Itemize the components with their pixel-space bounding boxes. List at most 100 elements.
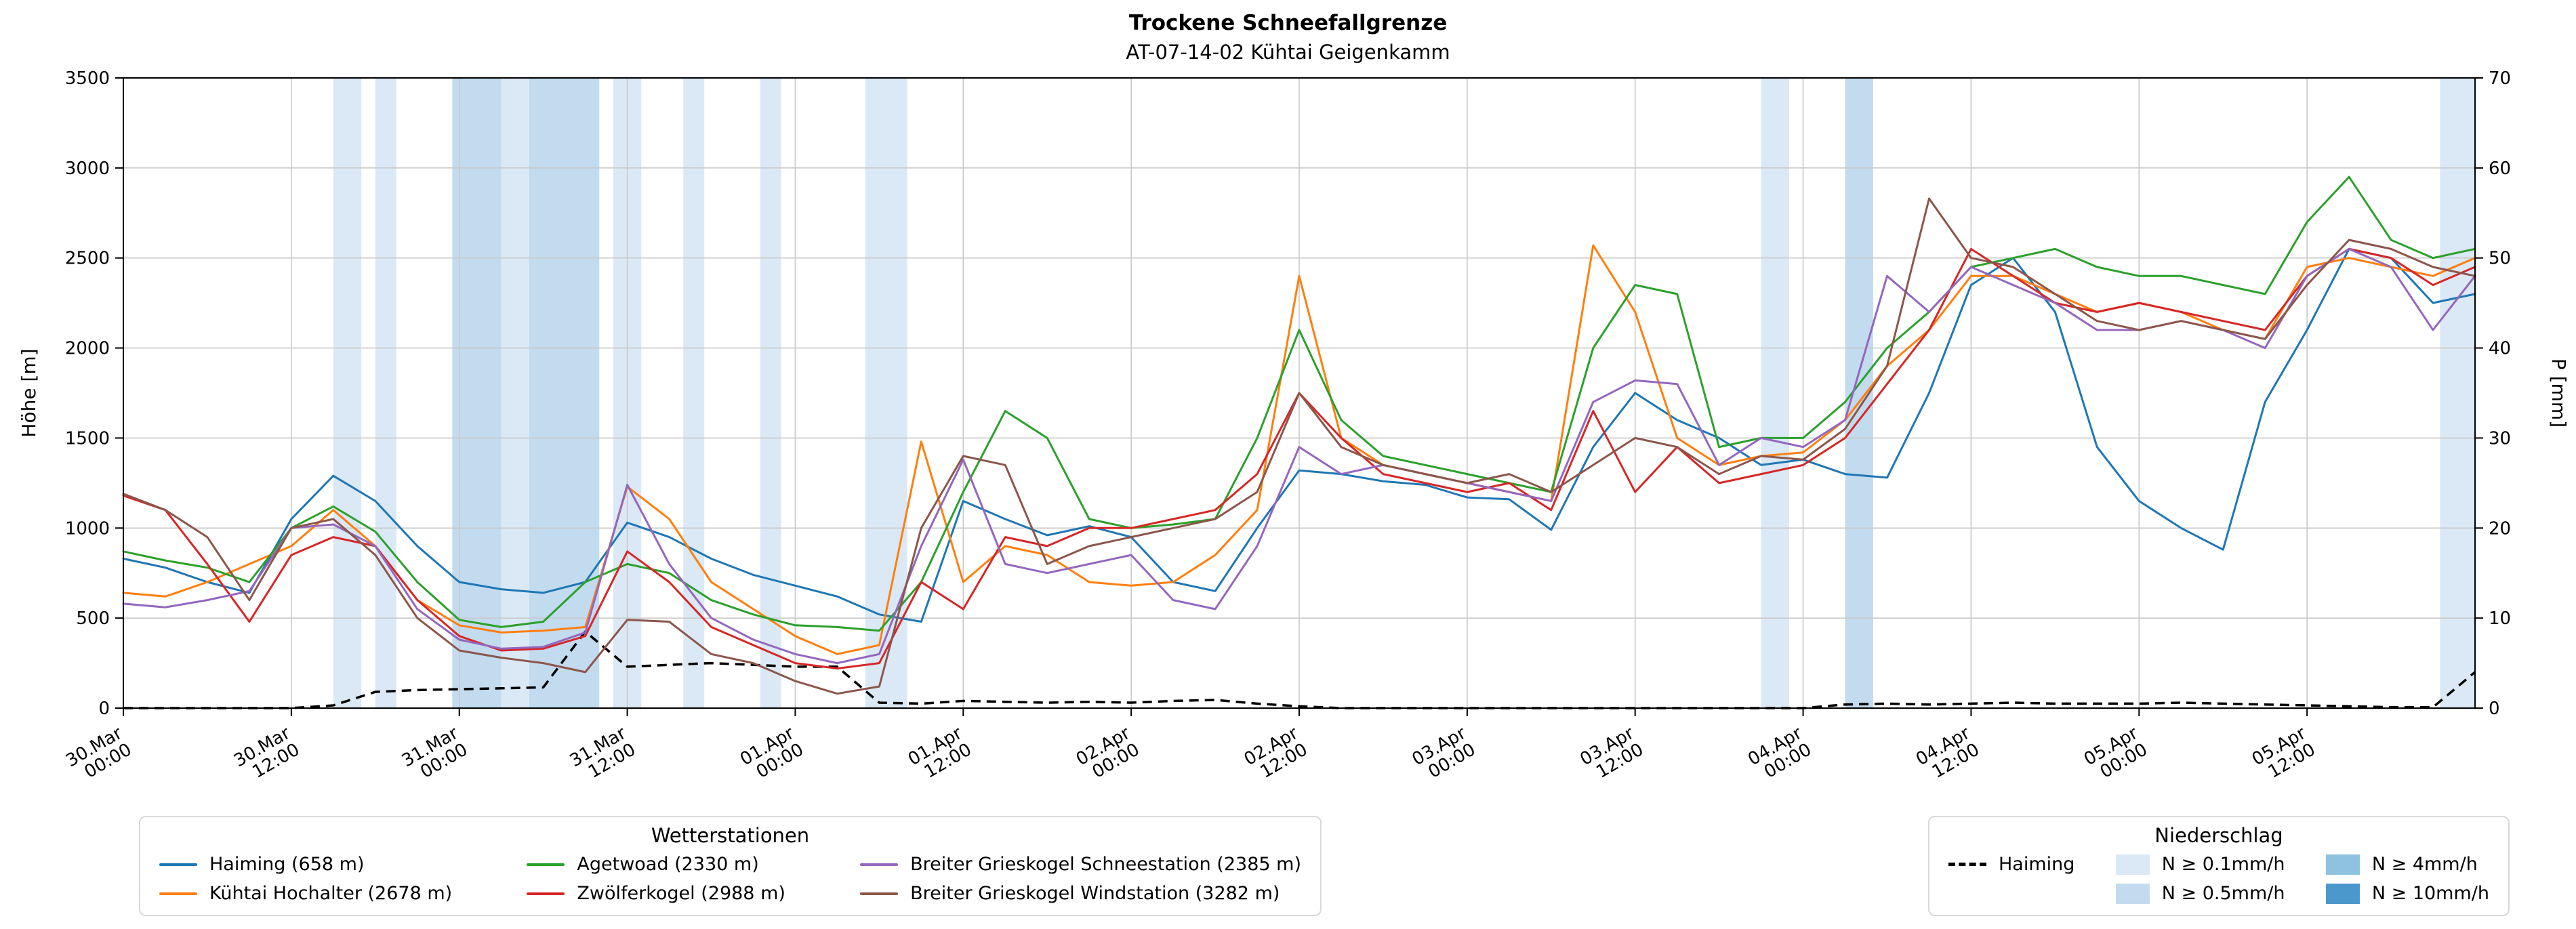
svg-text:05.Apr12:00: 05.Apr12:00 [2249, 723, 2319, 787]
legend-item-label: Breiter Grieskogel Schneestation (2385 m… [910, 854, 1301, 875]
legend-item-label: N ≥ 4mm/h [2371, 854, 2478, 875]
chart-subtitle: AT-07-14-02 Kühtai Geigenkamm [1126, 41, 1450, 64]
x-tick-label: 30.Mar00:00 [62, 723, 136, 788]
precip-line-haiming [123, 630, 2476, 709]
series-line-kuehtai-hochalter [122, 244, 2476, 655]
series-line-agetwoad [122, 176, 2476, 632]
series-line-haiming [122, 247, 2476, 623]
x-tick-label: 01.Apr12:00 [905, 723, 975, 787]
svg-text:30.Mar12:00: 30.Mar12:00 [230, 723, 304, 788]
x-tick-label: 05.Apr12:00 [2249, 723, 2319, 787]
x-tick-label: 05.Apr00:00 [2081, 723, 2151, 787]
legend-niederschlag-title: Niederschlag [2154, 824, 2283, 847]
y-tick-label-left: 3000 [65, 159, 110, 179]
svg-text:04.Apr00:00: 04.Apr00:00 [1744, 723, 1815, 787]
x-tick-label: 02.Apr00:00 [1073, 723, 1143, 787]
chart-plot: 0 500 1000 1500 2000 2500 3000 3500 0 10 20 30 40 50 6… [18, 68, 2570, 788]
legend-item-label: Zwölferkogel (2988 m) [577, 883, 785, 904]
svg-text:31.Mar00:00: 31.Mar00:00 [398, 723, 472, 788]
line-swatch-icon [527, 863, 565, 866]
y-tick-label-left: 1500 [65, 428, 110, 449]
precip-band [760, 78, 781, 708]
chart-title: Trockene Schneefallgrenze [1128, 11, 1448, 35]
svg-text:01.Apr12:00: 01.Apr12:00 [905, 723, 975, 787]
y-tick-label-right: 10 [2489, 608, 2511, 629]
patch-swatch-icon [2115, 854, 2150, 875]
precip-band [1761, 78, 1789, 708]
legend-item-label: N ≥ 0.1mm/h [2161, 854, 2285, 875]
precip-band [375, 78, 396, 708]
line-swatch-icon [860, 892, 899, 895]
x-tick-label: 30.Mar12:00 [230, 723, 304, 788]
precip-band [333, 78, 362, 708]
line-swatch-icon [527, 892, 565, 895]
x-tick-label: 02.Apr12:00 [1241, 723, 1311, 787]
svg-text:03.Apr12:00: 03.Apr12:00 [1576, 723, 1647, 787]
y-tick-label-left: 1000 [65, 518, 110, 539]
legend-item-station: Kühtai Hochalter (2678 m) [159, 883, 452, 904]
x-tick-label: 01.Apr00:00 [737, 723, 807, 787]
y-tick-label-right: 20 [2489, 518, 2511, 539]
legend-item-precip-level: N ≥ 0.1mm/h [2115, 854, 2285, 875]
precip-band [683, 78, 705, 708]
legend-item-station: Haiming (658 m) [159, 854, 452, 875]
y-tick-label-right: 50 [2489, 249, 2511, 269]
x-tick-label: 03.Apr00:00 [1409, 723, 1479, 787]
legend-item-station: Zwölferkogel (2988 m) [527, 883, 785, 904]
legend-spacer [1948, 883, 2074, 904]
patch-swatch-icon [2325, 883, 2360, 904]
legend-item-label: Haiming [1999, 854, 2075, 875]
x-tick-label: 31.Mar12:00 [567, 723, 640, 788]
legend-item-label: N ≥ 10mm/h [2371, 883, 2489, 904]
dashed-line-swatch-icon [1948, 863, 1986, 866]
legend-niederschlag: Niederschlag Haiming N ≥ 0.1mm/h N ≥ 0.5mm… [1928, 816, 2510, 916]
legend-wetterstationen-items: Haiming (658 m) Kühtai Hochalter (2678 m)… [159, 854, 1301, 904]
y-tick-label-left: 500 [76, 608, 110, 629]
line-swatch-icon [159, 892, 197, 895]
x-tick-label: 04.Apr12:00 [1913, 723, 1983, 787]
line-swatch-icon [159, 863, 197, 866]
legend-item-station: Breiter Grieskogel Schneestation (2385 m… [860, 854, 1301, 875]
y-tick-label-right: 70 [2489, 68, 2511, 89]
svg-text:02.Apr00:00: 02.Apr00:00 [1073, 723, 1143, 787]
legend-item-label: Kühtai Hochalter (2678 m) [209, 883, 453, 904]
svg-text:05.Apr00:00: 05.Apr00:00 [2081, 723, 2151, 787]
svg-text:30.Mar00:00: 30.Mar00:00 [62, 723, 136, 788]
y-tick-label-left: 2500 [65, 249, 110, 269]
legend-item-label: N ≥ 0.5mm/h [2161, 883, 2285, 904]
y-tick-label-left: 0 [98, 699, 110, 719]
x-tick-label: 03.Apr12:00 [1576, 723, 1647, 787]
svg-text:01.Apr00:00: 01.Apr00:00 [737, 723, 807, 787]
legend-item-precip-level: N ≥ 0.5mm/h [2115, 883, 2285, 904]
precip-band [2440, 78, 2475, 708]
legend-item-precip-level: N ≥ 10mm/h [2325, 883, 2489, 904]
legend-wetterstationen: Wetterstationen Haiming (658 m) Kühtai Ho… [139, 816, 1322, 916]
y-axis-label-right: P [mm] [2548, 358, 2570, 428]
legend-item-precip-level: N ≥ 4mm/h [2325, 854, 2489, 875]
precip-band [452, 78, 502, 708]
svg-text:04.Apr12:00: 04.Apr12:00 [1913, 723, 1983, 787]
precip-band [865, 78, 907, 708]
y-tick-label-right: 60 [2489, 159, 2511, 179]
y-tick-label-right: 30 [2489, 428, 2511, 449]
legend-item-station: Breiter Grieskogel Windstation (3282 m) [860, 883, 1301, 904]
x-tick-label: 04.Apr00:00 [1744, 723, 1815, 787]
legend-item-label: Breiter Grieskogel Windstation (3282 m) [910, 883, 1280, 904]
y-tick-label-right: 40 [2489, 339, 2511, 359]
legend-item-station: Agetwoad (2330 m) [527, 854, 785, 875]
y-tick-label-left: 3500 [65, 68, 110, 89]
series-line-bg-schneestation [122, 247, 2476, 665]
legend-wetterstationen-title: Wetterstationen [651, 824, 810, 847]
series-line-bg-windstation [122, 197, 2476, 695]
legend-item-label: Agetwoad (2330 m) [577, 854, 759, 875]
precip-band [501, 78, 529, 708]
y-axis-label-left: Höhe [m] [18, 348, 40, 437]
y-tick-label-right: 0 [2489, 699, 2500, 719]
svg-text:31.Mar12:00: 31.Mar12:00 [567, 723, 640, 788]
legend-item-label: Haiming (658 m) [209, 854, 365, 875]
patch-swatch-icon [2115, 883, 2150, 904]
legend-item-haiming-line: Haiming [1948, 854, 2074, 875]
svg-text:02.Apr12:00: 02.Apr12:00 [1241, 723, 1311, 787]
svg-text:03.Apr00:00: 03.Apr00:00 [1409, 723, 1479, 787]
